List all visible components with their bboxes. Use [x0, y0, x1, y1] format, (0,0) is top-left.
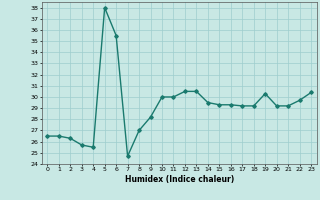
X-axis label: Humidex (Indice chaleur): Humidex (Indice chaleur) — [124, 175, 234, 184]
